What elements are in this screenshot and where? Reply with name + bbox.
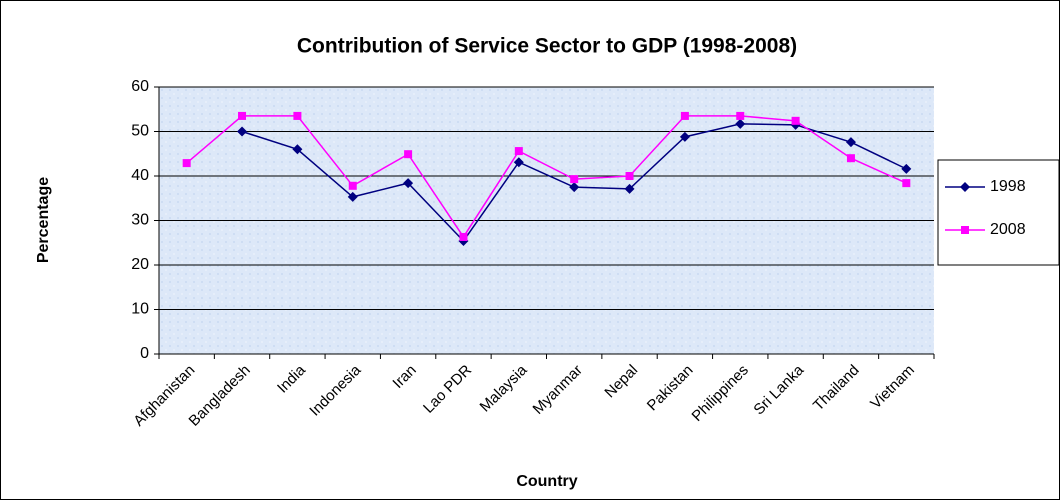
data-point [404, 150, 413, 159]
y-tick-label: 30 [131, 212, 149, 229]
data-point [846, 154, 855, 163]
data-point [459, 232, 468, 241]
data-point [679, 131, 690, 142]
y-axis-title: Percentage [35, 177, 52, 263]
data-point [292, 144, 303, 155]
data-point [237, 126, 248, 137]
data-point [514, 147, 523, 156]
legend-marker [960, 182, 970, 192]
data-point [736, 111, 745, 120]
legend-marker [961, 226, 969, 234]
data-point [182, 159, 191, 168]
data-point [625, 172, 634, 180]
data-point [901, 163, 912, 174]
data-point [735, 118, 746, 129]
chart-title: Contribution of Service Sector to GDP (1… [297, 35, 797, 58]
data-point [570, 175, 579, 184]
y-tick-label: 20 [131, 256, 149, 273]
y-tick-label: 10 [131, 301, 149, 318]
data-point [569, 182, 580, 193]
data-point [513, 157, 524, 168]
data-point [902, 179, 911, 188]
data-point [348, 181, 357, 190]
data-point [238, 111, 247, 120]
data-point [403, 178, 414, 189]
data-point [680, 111, 689, 120]
data-point [347, 191, 358, 202]
legend-label: 1998 [990, 178, 1026, 195]
y-tick-label: 40 [131, 167, 149, 184]
y-tick-label: 50 [131, 123, 149, 140]
legend-box [937, 159, 1060, 266]
legend-label: 2008 [990, 221, 1026, 238]
series-line [186, 115, 907, 239]
data-point [845, 137, 856, 148]
data-point [293, 111, 302, 120]
x-axis-title: Country [516, 473, 577, 490]
y-tick-label: 0 [140, 345, 149, 362]
data-point [791, 116, 800, 125]
y-tick-label: 60 [131, 78, 149, 95]
data-point [624, 183, 635, 194]
